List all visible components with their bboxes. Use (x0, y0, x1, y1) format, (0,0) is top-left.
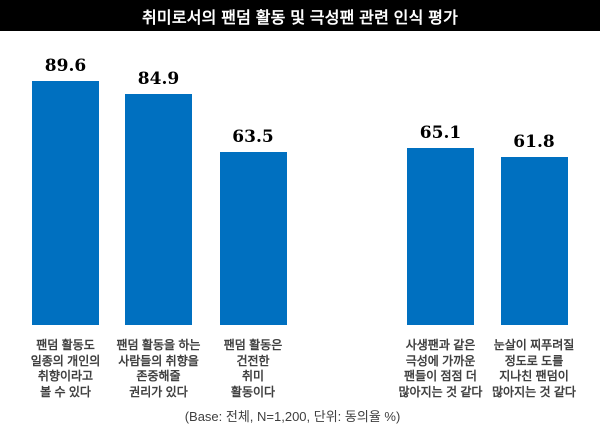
bar (407, 148, 474, 325)
bar-value-label: 65.1 (419, 123, 462, 143)
bar-category-label: 팬덤 활동은 건전한 취미 활동이다 (223, 338, 283, 399)
bar-category-label: 팬덤 활동도 일종의 개인의 취향이라고 볼 수 있다 (30, 338, 101, 399)
bar (219, 152, 287, 325)
bar (500, 157, 568, 325)
bar-value-label: 84.9 (137, 69, 180, 89)
bar (32, 81, 99, 325)
chart-title: 취미로서의 팬덤 활동 및 극성팬 관련 인식 평가 (142, 9, 458, 27)
bar-category-label: 눈살이 찌푸려질 정도로 도를 지나친 팬덤이 많아지는 것 같다 (492, 338, 576, 399)
base-note: (Base: 전체, N=1,200, 단위: 동의율 %) (184, 409, 401, 424)
bar-category-label: 팬덤 활동을 하는 사람들의 취향을 존중해줄 권리가 있다 (116, 338, 201, 399)
bar-value-label: 89.6 (44, 56, 87, 76)
bar-value-label: 61.8 (513, 132, 555, 152)
chart-title-bar: 취미로서의 팬덤 활동 및 극성팬 관련 인식 평가 (0, 0, 600, 31)
bar-category-label: 사생팬과 같은 극성에 가까운 팬들이 점점 더 많아지는 것 같다 (398, 338, 483, 399)
bar (125, 94, 192, 325)
bar-value-label: 63.5 (232, 127, 274, 147)
